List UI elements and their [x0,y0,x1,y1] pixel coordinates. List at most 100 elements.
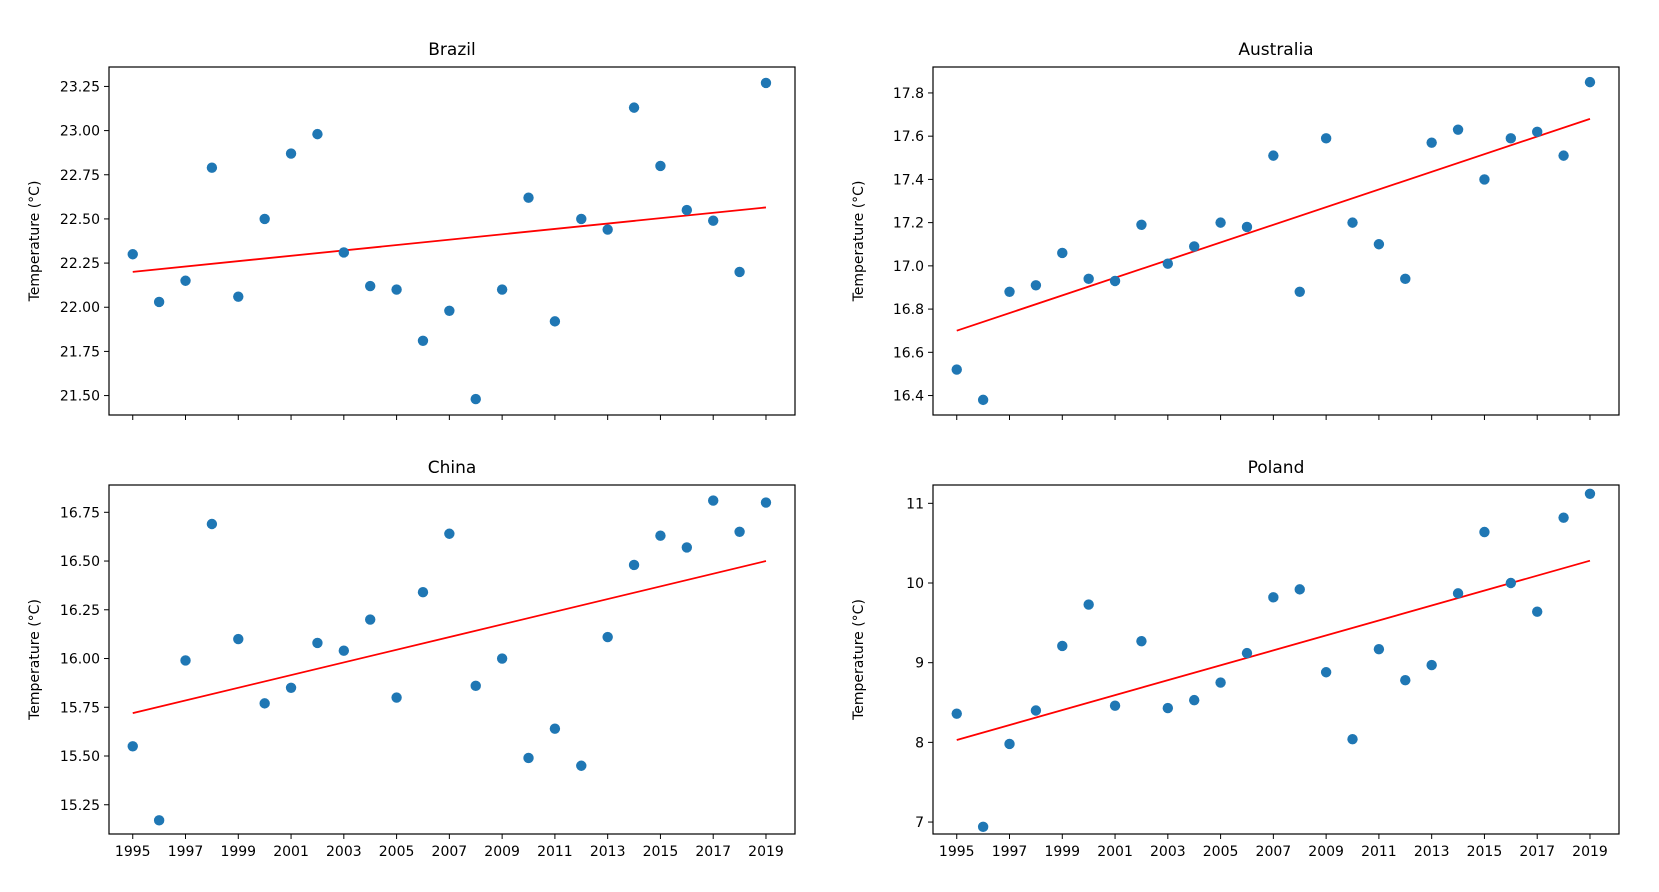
axes-frame [108,484,796,835]
data-point [1505,133,1517,144]
subplot-title: Australia [1238,40,1313,60]
data-point [1136,219,1147,230]
data-point [1558,150,1569,161]
y-tick-label: 17.2 [893,216,924,232]
x-tick-label: 2013 [590,844,626,860]
y-tick-label: 17.4 [893,172,924,188]
data-point [1294,584,1305,595]
data-point [1347,733,1358,745]
data-point [496,284,508,295]
x-tick-label: 2019 [1572,844,1608,860]
data-point [523,192,534,203]
x-tick-label: 2005 [379,844,415,860]
data-point [655,160,666,172]
data-point [734,526,745,537]
y-tick-label: 22.25 [60,256,100,272]
y-tick-label: 15.50 [60,749,100,765]
x-tick-label: 2019 [748,844,784,860]
data-point [180,655,191,666]
y-tick-label: 8 [915,735,924,751]
data-point [760,497,772,508]
data-point [951,364,962,375]
data-point [760,77,772,89]
x-tick-label: 2009 [484,844,520,860]
subplot-title: Poland [1248,458,1305,478]
data-point [1479,526,1490,538]
x-tick-label: 2007 [432,844,468,860]
data-point [1109,275,1121,287]
trend-line [132,206,767,273]
subplot-australia: Australia Temperature (°C) 16.4 16.6 16.8 17.… [851,40,1620,420]
x-tick-label: 2011 [1361,844,1397,860]
data-point [1162,258,1174,269]
data-point [233,291,244,302]
x-tick-label: 2013 [1414,844,1450,860]
data-point [417,335,429,347]
data-point [180,275,191,286]
data-point [1215,677,1226,688]
data-point [602,631,613,643]
data-point [496,653,508,664]
data-point [417,587,429,598]
data-point [285,148,297,159]
x-tick-label: 2015 [643,844,679,860]
y-tick-label: 7 [915,815,924,831]
data-point [549,723,561,734]
data-point [1426,137,1437,148]
data-point [681,542,693,553]
data-point [1241,221,1253,233]
data-point [259,213,270,225]
y-tick-label: 17.6 [893,129,924,145]
y-tick-label: 11 [906,496,924,512]
data-point [628,102,640,113]
data-point [549,316,561,327]
x-tick-label: 1997 [992,844,1028,860]
data-point [1532,126,1543,138]
data-point [1083,599,1094,610]
data-point [734,266,745,278]
x-tick-label: 1995 [115,844,151,860]
x-tick-label: 2007 [1256,844,1292,860]
data-point [708,215,719,226]
axes-frame [932,66,1620,416]
data-point [233,633,244,645]
data-point [1268,592,1279,603]
x-tick-label: 2011 [537,844,573,860]
data-point [655,530,666,541]
data-point [602,224,613,235]
x-tick-label: 2003 [326,844,362,860]
x-tick-label: 1995 [939,844,975,860]
y-tick-label: 15.25 [60,798,100,814]
data-point [523,752,534,764]
data-point [1241,647,1253,659]
data-point [1030,280,1042,291]
axes-frame [108,66,796,416]
trend-line [956,559,1591,741]
data-point [444,305,455,316]
y-tick-label: 23.25 [60,79,100,95]
data-point [1505,577,1517,589]
trend-line [956,118,1591,332]
x-tick-label: 2005 [1203,844,1239,860]
data-point [1452,588,1464,599]
data-point [1004,738,1015,750]
y-tick-label: 22.50 [60,212,100,228]
data-point [153,815,165,826]
data-point [1452,124,1464,135]
data-point [1268,150,1279,161]
data-point [1057,247,1068,259]
y-tick-label: 17.8 [893,86,924,102]
data-point [1294,286,1305,297]
data-point [365,614,376,625]
data-point [338,645,350,656]
axes-frame [932,484,1620,835]
y-tick-label: 10 [906,576,924,592]
data-point [1532,606,1543,617]
data-point [951,708,962,719]
y-tick-label: 21.50 [60,389,100,405]
y-axis-label: Temperature (°C) [851,181,867,303]
y-tick-label: 17.0 [893,259,924,275]
data-point [127,249,138,260]
y-tick-label: 16.00 [60,652,100,668]
y-tick-label: 16.6 [893,345,924,361]
